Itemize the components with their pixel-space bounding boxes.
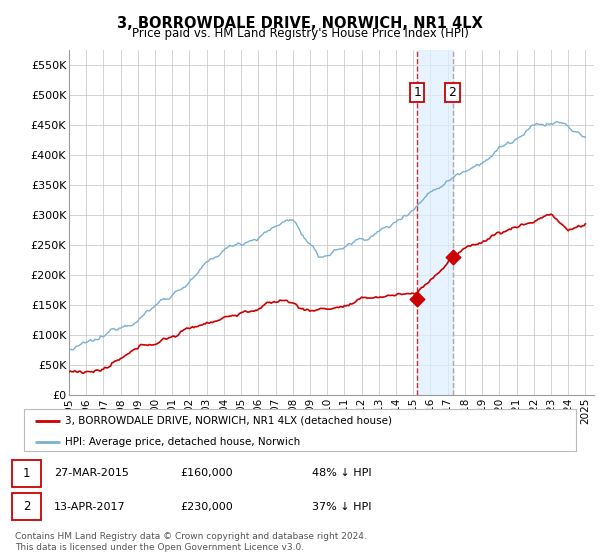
Point xyxy=(412,295,422,304)
Text: 37% ↓ HPI: 37% ↓ HPI xyxy=(312,502,371,512)
Text: £230,000: £230,000 xyxy=(180,502,233,512)
Text: 48% ↓ HPI: 48% ↓ HPI xyxy=(312,468,371,478)
Text: 3, BORROWDALE DRIVE, NORWICH, NR1 4LX (detached house): 3, BORROWDALE DRIVE, NORWICH, NR1 4LX (d… xyxy=(65,416,392,426)
Text: Price paid vs. HM Land Registry's House Price Index (HPI): Price paid vs. HM Land Registry's House … xyxy=(131,27,469,40)
Text: 1: 1 xyxy=(413,86,421,99)
Text: 2: 2 xyxy=(23,500,30,514)
Text: 1: 1 xyxy=(23,466,30,480)
Text: £160,000: £160,000 xyxy=(180,468,233,478)
Text: HPI: Average price, detached house, Norwich: HPI: Average price, detached house, Norw… xyxy=(65,437,301,446)
Bar xyxy=(417,50,452,395)
Point xyxy=(448,253,457,262)
Text: 3, BORROWDALE DRIVE, NORWICH, NR1 4LX: 3, BORROWDALE DRIVE, NORWICH, NR1 4LX xyxy=(117,16,483,31)
Text: 13-APR-2017: 13-APR-2017 xyxy=(54,502,125,512)
Text: Contains HM Land Registry data © Crown copyright and database right 2024.
This d: Contains HM Land Registry data © Crown c… xyxy=(15,532,367,552)
Text: 2: 2 xyxy=(449,86,457,99)
Text: 27-MAR-2015: 27-MAR-2015 xyxy=(54,468,129,478)
